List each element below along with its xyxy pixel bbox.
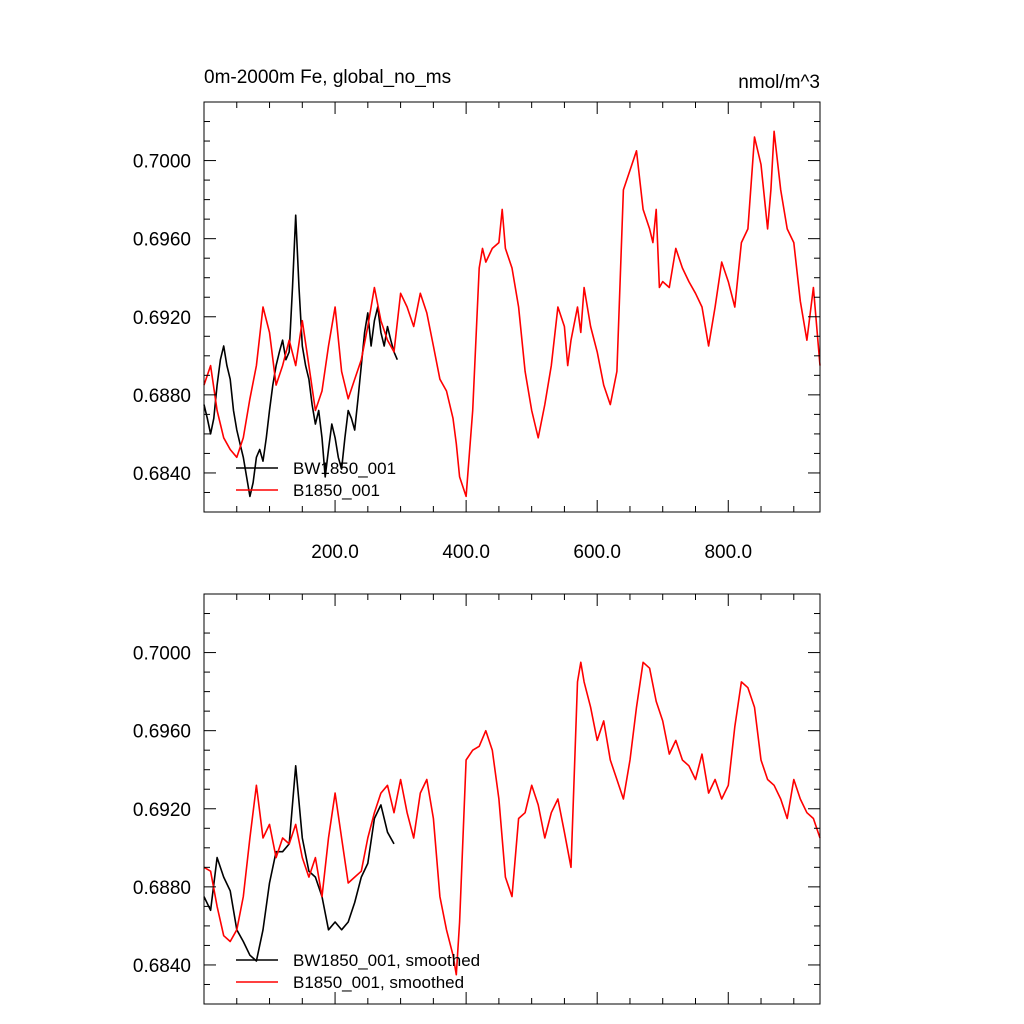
smoothed-axis-ticks xyxy=(204,594,820,1004)
smoothed-legend: BW1850_001, smoothed B1850_001, smoothed xyxy=(236,951,480,992)
y-tick-label: 0.6960 xyxy=(133,230,191,251)
series-line-p2-1 xyxy=(203,661,821,976)
raw-panel: 0m-2000m Fe, global_no_ms nmol/m^3 0.684… xyxy=(133,67,821,563)
y-tick-label: 0.6880 xyxy=(133,878,191,899)
series-line-p2-0 xyxy=(203,765,395,962)
panel-title: 0m-2000m Fe, global_no_ms xyxy=(204,67,451,88)
y-tick-label: 0.6960 xyxy=(133,722,191,743)
y-tick-label: 0.6840 xyxy=(133,956,191,977)
y-tick-label: 0.6840 xyxy=(133,464,191,485)
y-tick-label: 0.6920 xyxy=(133,308,191,329)
legend-label-b1850-smoothed: B1850_001, smoothed xyxy=(293,973,464,992)
x-tick-label: 600.0 xyxy=(573,542,621,563)
legend-label-b1850: B1850_001 xyxy=(293,481,380,500)
legend-label-bw1850: BW1850_001 xyxy=(293,459,396,478)
x-tick-label: 800.0 xyxy=(704,542,752,563)
smoothed-plot-frame xyxy=(203,593,821,1005)
raw-plot-frame xyxy=(203,101,821,513)
raw-y-tick-labels: 0.6840 0.6880 0.6920 0.6960 0.7000 xyxy=(133,152,191,485)
y-tick-label: 0.7000 xyxy=(133,152,191,173)
x-tick-label: 200.0 xyxy=(311,542,359,563)
x-tick-label: 400.0 xyxy=(442,542,490,563)
raw-axis-ticks xyxy=(204,102,820,512)
y-tick-label: 0.6880 xyxy=(133,386,191,407)
y-tick-label: 0.7000 xyxy=(133,644,191,665)
series-line-p1-0 xyxy=(203,214,399,498)
y-tick-label: 0.6920 xyxy=(133,800,191,821)
smoothed-panel: 0.6840 0.6880 0.6920 0.6960 0.7000 BW1850_00… xyxy=(133,593,821,1005)
raw-series-group xyxy=(203,130,821,498)
units-label: nmol/m^3 xyxy=(738,72,820,93)
legend-label-bw1850-smoothed: BW1850_001, smoothed xyxy=(293,951,480,970)
series-line-p1-1 xyxy=(203,130,821,498)
raw-x-tick-labels: 200.0 400.0 600.0 800.0 xyxy=(311,542,752,563)
raw-legend: BW1850_001 B1850_001 xyxy=(236,459,396,500)
smoothed-series-group xyxy=(203,661,821,976)
smoothed-y-tick-labels: 0.6840 0.6880 0.6920 0.6960 0.7000 xyxy=(133,644,191,977)
